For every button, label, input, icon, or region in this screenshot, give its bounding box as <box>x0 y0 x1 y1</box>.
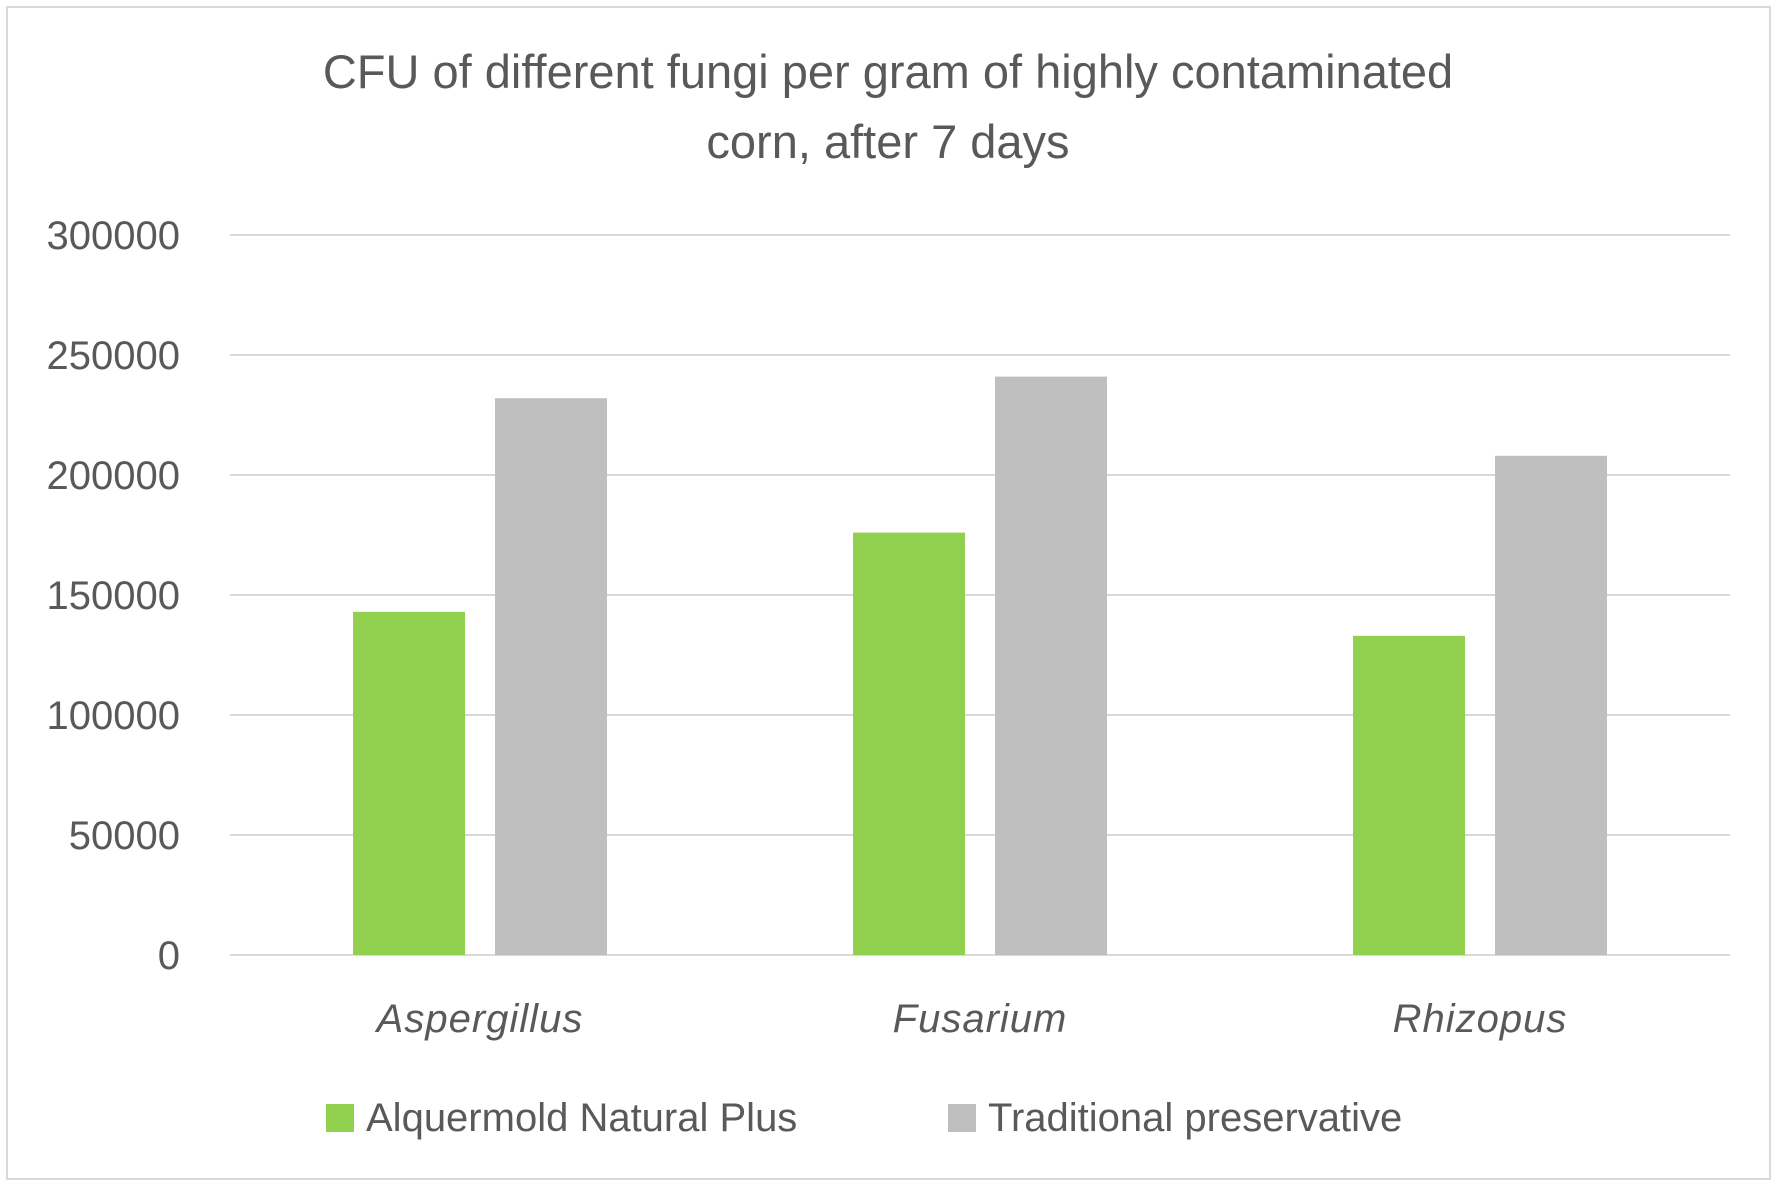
y-tick-label-3: 150000 <box>47 574 180 618</box>
legend-label-0: Alquermold Natural Plus <box>366 1096 797 1140</box>
legend-swatch-1 <box>948 1104 976 1132</box>
legend-label-1: Traditional preservative <box>988 1096 1402 1140</box>
bar-rhizopus-series-1 <box>1495 455 1607 955</box>
y-tick-label-6: 300000 <box>47 214 180 258</box>
x-category-label-1: Fusarium <box>893 997 1068 1041</box>
legend-swatch-0 <box>326 1104 354 1132</box>
chart-title-line-2: corn, after 7 days <box>706 115 1069 168</box>
chart-title: CFU of different fungi per gram of highl… <box>323 45 1453 168</box>
x-category-label-2: Rhizopus <box>1393 997 1568 1041</box>
y-tick-label-1: 50000 <box>69 814 180 858</box>
bars <box>353 376 1607 956</box>
bar-fusarium-series-1 <box>995 376 1107 956</box>
y-axis-tick-labels: 0 50000 100000 150000 200000 250000 300000 <box>47 214 180 978</box>
gridlines <box>230 234 1730 956</box>
y-tick-label-4: 200000 <box>47 454 180 498</box>
y-tick-label-5: 250000 <box>47 334 180 378</box>
y-tick-label-0: 0 <box>158 934 180 978</box>
bar-fusarium-series-0 <box>853 532 965 955</box>
y-tick-label-2: 100000 <box>47 694 180 738</box>
x-category-label-0: Aspergillus <box>375 997 584 1041</box>
legend: Alquermold Natural Plus Traditional prese… <box>326 1096 1402 1140</box>
x-axis-category-labels: Aspergillus Fusarium Rhizopus <box>375 997 1568 1041</box>
bar-aspergillus-series-1 <box>495 398 607 955</box>
chart-title-line-1: CFU of different fungi per gram of highl… <box>323 45 1453 98</box>
bar-rhizopus-series-0 <box>1353 635 1465 955</box>
bar-aspergillus-series-0 <box>353 611 465 955</box>
